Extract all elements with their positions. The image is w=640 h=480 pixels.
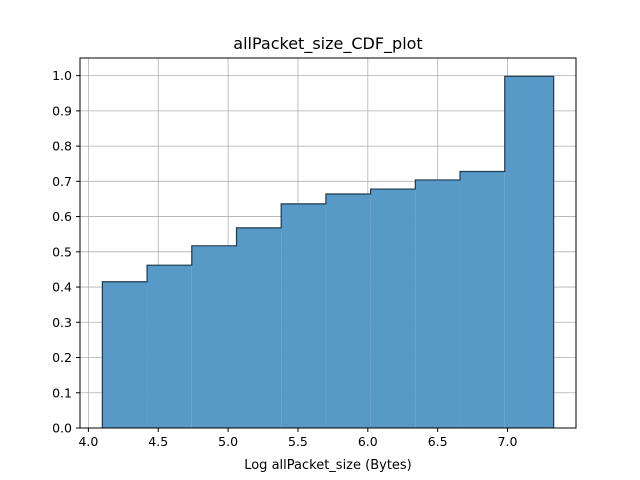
histogram-bar-6 — [370, 189, 416, 428]
x-tick-label-5: 6.5 — [428, 434, 448, 449]
y-tick-label-8: 0.8 — [52, 139, 72, 154]
y-tick-label-2: 0.2 — [52, 350, 72, 365]
histogram-bar-7 — [415, 179, 461, 428]
histogram-step-outline — [101, 75, 555, 428]
histogram-bar-2 — [191, 245, 237, 428]
y-tick-label-4: 0.4 — [52, 280, 72, 295]
y-tick-label-5: 0.5 — [52, 244, 72, 259]
x-tick-label-0: 4.0 — [78, 434, 98, 449]
histogram-bar-5 — [325, 194, 371, 428]
x-tick-label-3: 5.5 — [288, 434, 308, 449]
y-tick-label-7: 0.7 — [52, 174, 72, 189]
y-tick-label-3: 0.3 — [52, 315, 72, 330]
y-axis-ticks: 0.0 0.1 0.2 0.3 0.4 0.5 0.6 0.7 0.8 0.9 1.0 — [52, 68, 80, 436]
x-tick-label-4: 6.0 — [358, 434, 378, 449]
x-tick-label-2: 5.0 — [218, 434, 238, 449]
x-axis-ticks: 4.0 4.5 5.0 5.5 6.0 6.5 7.0 — [78, 428, 518, 449]
x-axis-label: Log allPacket_size (Bytes) — [244, 458, 412, 473]
histogram-bar-4 — [281, 203, 326, 428]
histogram-bar-1 — [147, 265, 192, 428]
y-tick-label-9: 0.9 — [52, 103, 72, 118]
x-tick-label-6: 7.0 — [498, 434, 518, 449]
y-tick-label-10: 1.0 — [52, 68, 72, 83]
y-tick-label-0: 0.0 — [52, 421, 72, 436]
x-tick-label-1: 4.5 — [148, 434, 168, 449]
histogram-bars — [101, 75, 555, 429]
histogram-bar-3 — [236, 227, 282, 428]
y-tick-label-1: 0.1 — [52, 385, 72, 400]
histogram-bar-8 — [460, 171, 505, 428]
y-tick-label-6: 0.6 — [52, 209, 72, 224]
histogram-bar-9 — [504, 76, 554, 429]
chart-title: allPacket_size_CDF_plot — [233, 34, 422, 54]
histogram-bar-0 — [102, 281, 148, 428]
plot-frame — [79, 57, 577, 429]
